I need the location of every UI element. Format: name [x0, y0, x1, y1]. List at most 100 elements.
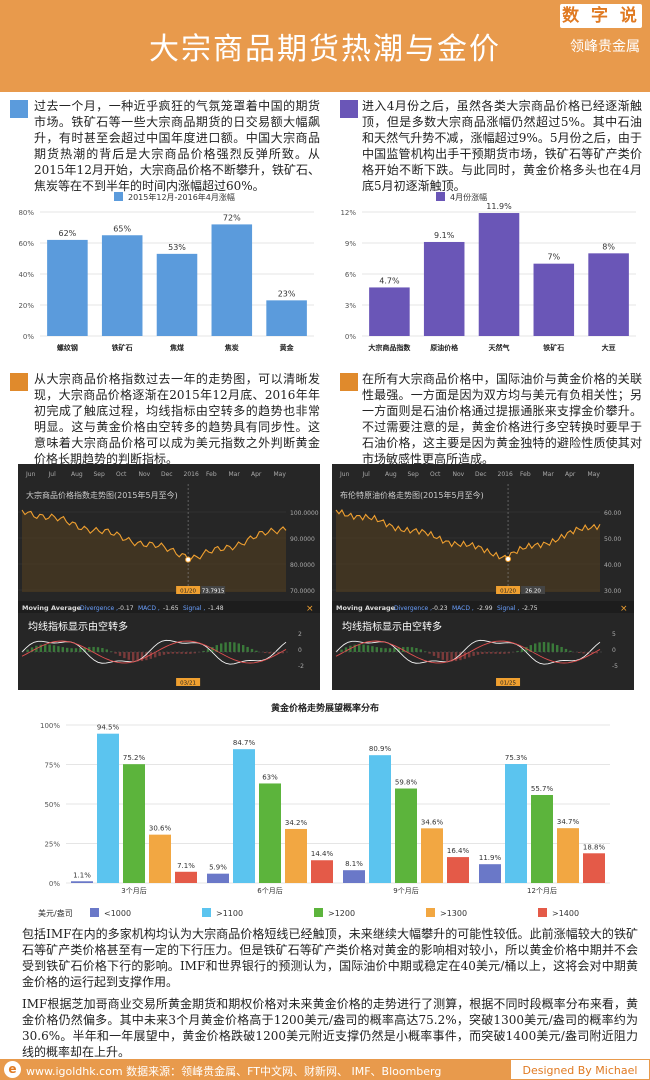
indicator-name: Moving Average — [22, 604, 82, 612]
bar-value-label: 18.8% — [583, 843, 606, 851]
x-tick-label: 铁矿石 — [543, 343, 564, 352]
bar — [588, 253, 629, 336]
macd-histogram-bar — [268, 652, 271, 654]
macd-histogram-bar — [463, 652, 466, 659]
macd-value: -2.99 — [477, 605, 493, 612]
macd-histogram-bar — [180, 652, 183, 654]
macd-histogram-bar — [61, 647, 64, 652]
legend-swatch — [114, 192, 123, 201]
macd-histogram-bar — [353, 644, 356, 652]
y-tick-label: 0% — [49, 880, 60, 888]
x-tick-label: 黄金 — [280, 343, 295, 352]
month-label: Apr — [565, 471, 576, 478]
macd-histogram-bar — [167, 652, 170, 655]
macd-histogram-bar — [26, 649, 29, 652]
bar — [101, 235, 143, 336]
macd-histogram-bar — [127, 652, 130, 660]
macd-histogram-bar — [250, 648, 254, 652]
purple-square-icon — [340, 100, 358, 118]
macd-histogram-bar — [538, 642, 541, 652]
bar — [259, 783, 281, 883]
footer: e www.igoldhk.com 数据来源：领峰贵金属、FT中文网、财新网、 … — [0, 1059, 650, 1080]
macd-histogram-bar — [441, 652, 444, 660]
month-label: Jul — [48, 471, 57, 478]
low-point — [185, 556, 192, 563]
bar — [71, 881, 93, 883]
bar — [583, 853, 605, 883]
month-label: 2016 — [498, 471, 513, 478]
legend-label: >1200 — [328, 909, 355, 918]
signal-label: Signal , — [497, 605, 519, 612]
y-tick-label: 0% — [23, 333, 34, 341]
x-tick-label: 天然气 — [489, 343, 510, 352]
macd-histogram-bar — [410, 647, 414, 652]
bar — [207, 873, 229, 883]
macd-histogram-bar — [406, 646, 409, 652]
macd-histogram-bar — [228, 642, 232, 652]
x-tick-label: 6个月后 — [257, 886, 282, 895]
macd-axis-label: 5 — [612, 631, 616, 638]
bar — [123, 764, 145, 883]
macd-histogram-bar — [255, 650, 258, 652]
macd-histogram-bar — [220, 643, 223, 652]
bar — [479, 864, 501, 883]
bar — [233, 749, 255, 883]
macd-histogram-bar — [582, 652, 585, 654]
macd-histogram-bar — [516, 650, 519, 652]
macd-histogram-bar — [490, 652, 493, 654]
macd-histogram-bar — [437, 652, 440, 659]
month-label: Sep — [94, 471, 106, 478]
bar-value-label: 23% — [278, 289, 296, 298]
indicator-name: Moving Average — [336, 604, 396, 612]
macd-histogram-bar — [83, 647, 86, 652]
bar — [395, 788, 417, 883]
bar — [156, 253, 198, 336]
low-price-label: 73.7915 — [202, 589, 225, 595]
paragraph-2: 进入4月份之后，虽然各类大宗商品价格已经逐渐触顶，但是多数大宗商品涨幅仍然超过5… — [362, 99, 642, 193]
macd-label: MACD , — [138, 605, 160, 612]
legend-swatch — [436, 192, 445, 201]
legend-swatch — [314, 908, 323, 917]
paragraph-4: 在所有大宗商品价格中，国际油价与黄金价格的关联性最强。一方面是因为双方均与美元有… — [362, 372, 642, 466]
badge: 数 字 说 — [560, 4, 642, 28]
macd-histogram-bar — [380, 647, 383, 652]
x-tick-label: 焦炭 — [224, 343, 239, 352]
low-point — [505, 556, 512, 563]
macd-histogram-bar — [30, 647, 34, 652]
price-axis-label: 50.00 — [604, 536, 621, 543]
macd-histogram-bar — [503, 652, 506, 654]
signal-value: -1.48 — [208, 605, 224, 612]
chart-title: 大宗商品价格指数走势图(2015年5月至今) — [26, 490, 178, 500]
chart-gold-probability: 黄金价格走势展望概率分布 0% 25% 50% 75% 100% 1.1% 94.5% 75.2… — [38, 702, 610, 918]
legend-label: >1300 — [440, 909, 467, 918]
bar — [369, 755, 391, 883]
macd-histogram-bar — [101, 648, 104, 652]
paragraph-3: 从大宗商品价格指数过去一年的走势图，可以清晰发现，大宗商品价格逐渐在2015年1… — [34, 372, 320, 466]
month-label: Nov — [139, 471, 151, 478]
price-axis-label: 80.0000 — [290, 562, 315, 569]
month-label: Mar — [543, 471, 555, 478]
macd-histogram-bar — [393, 647, 396, 652]
macd-histogram-bar — [281, 652, 284, 654]
legend-label: 2015年12月-2016年4月涨幅 — [128, 192, 235, 202]
month-label: Dec — [475, 471, 487, 478]
macd-histogram-bar — [242, 645, 245, 652]
macd-histogram-bar — [375, 647, 378, 652]
macd-histogram-bar — [344, 647, 348, 652]
x-tick-label: 焦煤 — [169, 343, 185, 352]
macd-histogram-bar — [39, 644, 42, 652]
month-label: Oct — [430, 471, 441, 478]
macd-histogram-bar — [171, 652, 174, 654]
bar-value-label: 5.9% — [209, 864, 227, 872]
bar — [47, 239, 88, 336]
signal-label: Signal , — [183, 605, 205, 612]
close-icon: × — [306, 604, 314, 614]
bar — [311, 860, 333, 883]
signal-line — [21, 640, 287, 664]
bar-value-label: 1.1% — [73, 871, 91, 879]
price-line — [335, 508, 601, 561]
macd-histogram-bar — [105, 649, 108, 652]
price-axis-label: 70.0000 — [290, 588, 315, 595]
macd-histogram-bar — [358, 644, 361, 652]
macd-histogram-bar — [366, 645, 370, 652]
